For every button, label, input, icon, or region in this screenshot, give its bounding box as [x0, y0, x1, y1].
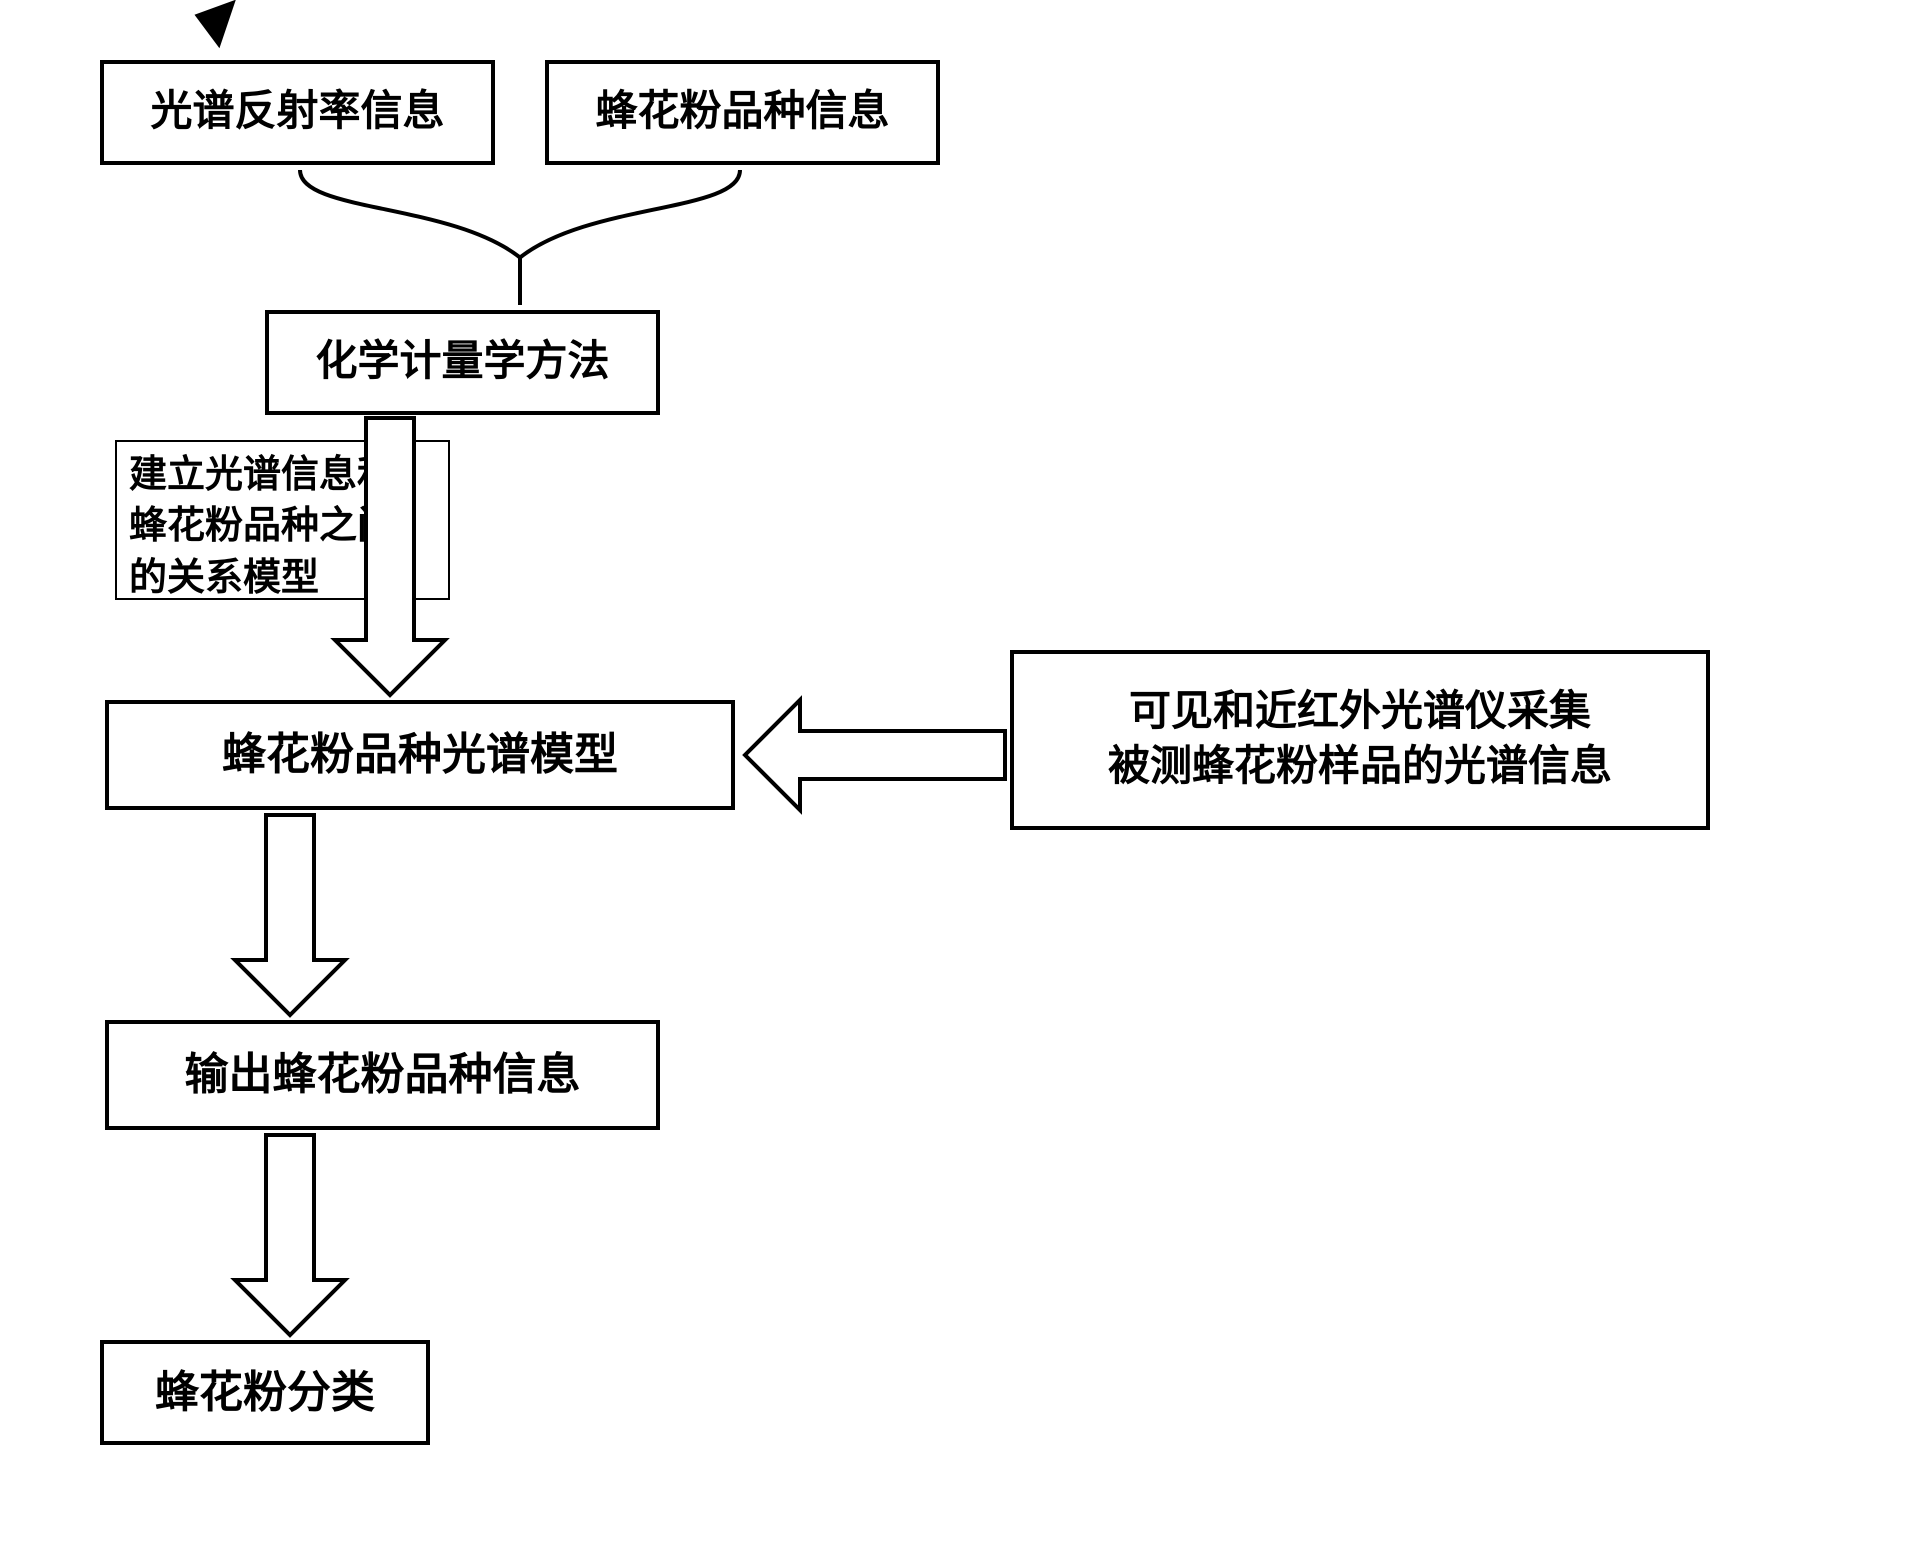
node-label: 化学计量学方法 [315, 335, 609, 390]
node-chemometrics-method: 化学计量学方法 [265, 310, 660, 415]
node-vis-nir-spectrometer: 可见和近红外光谱仪采集被测蜂花粉样品的光谱信息 [1010, 650, 1710, 830]
node-label: 光谱反射率信息 [150, 85, 444, 140]
node-label: 蜂花粉品种光谱模型 [222, 726, 618, 783]
node-pollen-spectral-model: 蜂花粉品种光谱模型 [105, 700, 735, 810]
node-pollen-variety-info: 蜂花粉品种信息 [545, 60, 940, 165]
node-spectral-reflectance-info: 光谱反射率信息 [100, 60, 495, 165]
node-label: 蜂花粉品种信息 [595, 85, 889, 140]
label-relationship-model: 建立光谱信息和蜂花粉品种之间的关系模型 [115, 440, 450, 600]
node-label: 输出蜂花粉品种信息 [185, 1046, 581, 1103]
label-text: 建立光谱信息和蜂花粉品种之间的关系模型 [129, 454, 395, 599]
node-label: 蜂花粉分类 [155, 1364, 375, 1421]
node-label: 可见和近红外光谱仪采集被测蜂花粉样品的光谱信息 [1108, 685, 1612, 794]
pointer-wedge [194, 0, 249, 52]
node-output-pollen-info: 输出蜂花粉品种信息 [105, 1020, 660, 1130]
node-pollen-classification: 蜂花粉分类 [100, 1340, 430, 1445]
